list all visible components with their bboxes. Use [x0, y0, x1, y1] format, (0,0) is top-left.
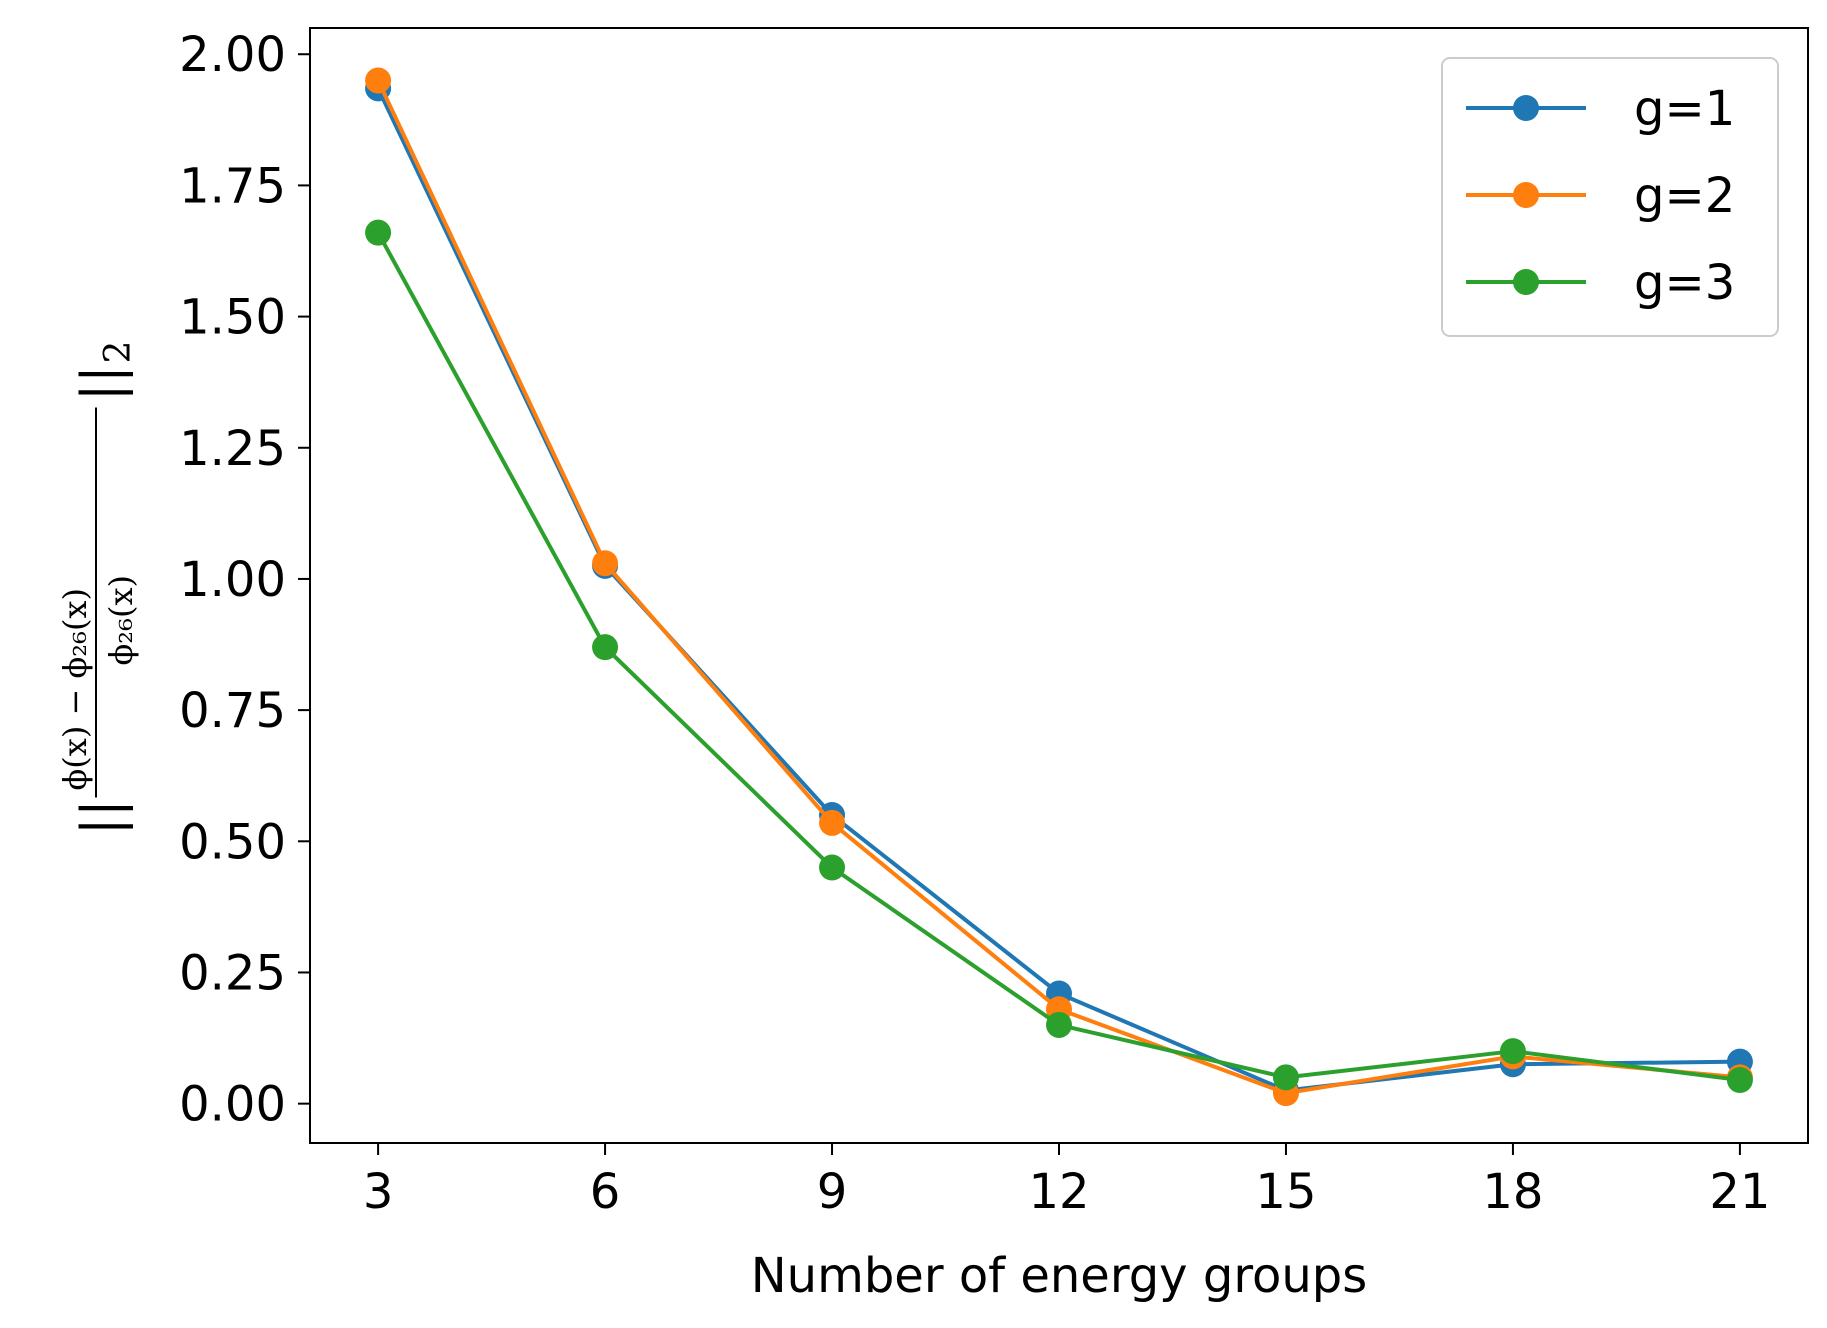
- data-point-g=3: [819, 854, 846, 881]
- data-point-g=3: [1499, 1038, 1526, 1065]
- y-tick-label: 0.00: [179, 1077, 286, 1133]
- data-point-g=2: [365, 67, 392, 94]
- y-axis-label-left-bars: ||: [70, 799, 133, 835]
- data-point-g=3: [1272, 1064, 1299, 1091]
- x-tick-label: 3: [363, 1164, 394, 1220]
- data-point-g=3: [1726, 1067, 1753, 1094]
- y-axis-label-subscript: 2: [98, 341, 139, 364]
- legend-label-g=3: g=3: [1634, 255, 1735, 311]
- data-point-g=2: [592, 550, 619, 577]
- x-axis-label: Number of energy groups: [751, 1248, 1368, 1304]
- data-point-g=3: [592, 634, 619, 661]
- data-point-g=2: [819, 809, 846, 836]
- y-axis-label-right-bars: ||: [70, 365, 133, 401]
- legend-marker-g=2: [1513, 182, 1539, 208]
- y-axis-label-denominator: ϕ₂₆(x): [102, 575, 140, 665]
- y-tick-label: 0.25: [179, 945, 286, 1001]
- data-point-g=3: [1046, 1011, 1072, 1038]
- legend-label-g=1: g=1: [1634, 81, 1735, 137]
- y-tick-label: 2.00: [179, 27, 286, 83]
- legend-label-g=2: g=2: [1634, 168, 1735, 224]
- y-tick-label: 0.75: [179, 683, 286, 739]
- y-tick-label: 1.50: [179, 290, 286, 346]
- y-axis-label: || ϕ(x) − ϕ₂₆(x) ϕ₂₆(x) || 2: [56, 341, 140, 836]
- x-tick-label: 15: [1255, 1164, 1316, 1220]
- x-tick-label: 18: [1482, 1164, 1543, 1220]
- y-tick-label: 1.00: [179, 552, 286, 608]
- y-tick-label: 1.75: [179, 158, 286, 214]
- x-tick-label: 9: [817, 1164, 848, 1220]
- legend-marker-g=1: [1513, 95, 1539, 121]
- legend-marker-g=3: [1513, 269, 1539, 295]
- y-axis-label-numerator: ϕ(x) − ϕ₂₆(x): [56, 588, 94, 790]
- x-tick-label: 21: [1709, 1164, 1770, 1220]
- legend-box: [1441, 57, 1779, 337]
- x-tick-label: 12: [1028, 1164, 1089, 1220]
- x-tick-label: 6: [590, 1164, 621, 1220]
- y-tick-label: 0.50: [179, 814, 286, 870]
- data-point-g=3: [365, 219, 392, 246]
- y-tick-label: 1.25: [179, 421, 286, 477]
